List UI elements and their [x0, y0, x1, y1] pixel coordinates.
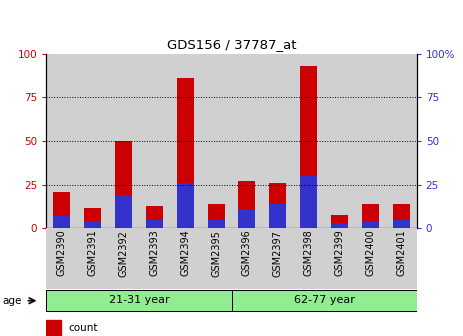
Text: GSM2399: GSM2399	[335, 230, 344, 277]
Bar	[146, 220, 163, 228]
Bar	[77, 54, 108, 228]
Bar	[263, 54, 293, 228]
Bar	[386, 54, 417, 228]
Bar	[238, 209, 256, 228]
Text: GSM2394: GSM2394	[180, 230, 190, 277]
Title: GDS156 / 37787_at: GDS156 / 37787_at	[167, 38, 296, 51]
Text: GSM2390: GSM2390	[57, 230, 67, 277]
Bar	[46, 320, 61, 335]
Text: GSM2392: GSM2392	[119, 230, 128, 277]
Bar	[324, 228, 355, 289]
Bar	[263, 228, 293, 289]
Bar	[300, 66, 317, 228]
Text: GSM2393: GSM2393	[150, 230, 159, 277]
Bar	[200, 228, 232, 289]
Bar	[46, 228, 77, 289]
Bar	[293, 228, 324, 289]
Text: GSM2400: GSM2400	[365, 230, 375, 277]
Bar	[324, 54, 355, 228]
Bar	[77, 228, 108, 289]
Bar	[170, 228, 200, 289]
Text: GSM2396: GSM2396	[242, 230, 252, 277]
FancyBboxPatch shape	[232, 290, 417, 311]
Text: 21-31 year: 21-31 year	[109, 295, 169, 305]
Text: 62-77 year: 62-77 year	[294, 295, 355, 305]
Bar	[84, 221, 101, 228]
Bar	[331, 214, 348, 228]
Bar	[53, 192, 70, 228]
Bar	[115, 141, 132, 228]
Bar	[115, 195, 132, 228]
Text: age: age	[2, 296, 22, 306]
Text: GSM2395: GSM2395	[211, 230, 221, 277]
Bar	[232, 228, 263, 289]
Bar	[207, 204, 225, 228]
Bar	[355, 228, 386, 289]
Bar	[362, 204, 379, 228]
Bar	[170, 54, 200, 228]
Bar	[293, 54, 324, 228]
Bar	[46, 54, 77, 228]
Bar	[393, 220, 410, 228]
Bar	[207, 220, 225, 228]
Bar	[331, 223, 348, 228]
Text: GSM2398: GSM2398	[304, 230, 313, 277]
Bar	[108, 54, 139, 228]
Text: GSM2391: GSM2391	[88, 230, 98, 277]
Bar	[108, 228, 139, 289]
Text: GSM2401: GSM2401	[396, 230, 406, 277]
Bar	[269, 204, 286, 228]
Bar	[232, 54, 263, 228]
Bar	[177, 183, 194, 228]
Bar	[200, 54, 232, 228]
Bar	[355, 54, 386, 228]
Bar	[177, 78, 194, 228]
Bar	[300, 176, 317, 228]
Text: GSM2397: GSM2397	[273, 230, 283, 277]
Bar	[146, 206, 163, 228]
Bar	[139, 54, 170, 228]
Bar	[393, 204, 410, 228]
Bar	[84, 208, 101, 228]
Bar	[238, 181, 256, 228]
Bar	[53, 216, 70, 228]
Bar	[139, 228, 170, 289]
Text: count: count	[69, 323, 98, 333]
Bar	[362, 221, 379, 228]
FancyBboxPatch shape	[46, 290, 232, 311]
Bar	[386, 228, 417, 289]
Bar	[269, 183, 286, 228]
